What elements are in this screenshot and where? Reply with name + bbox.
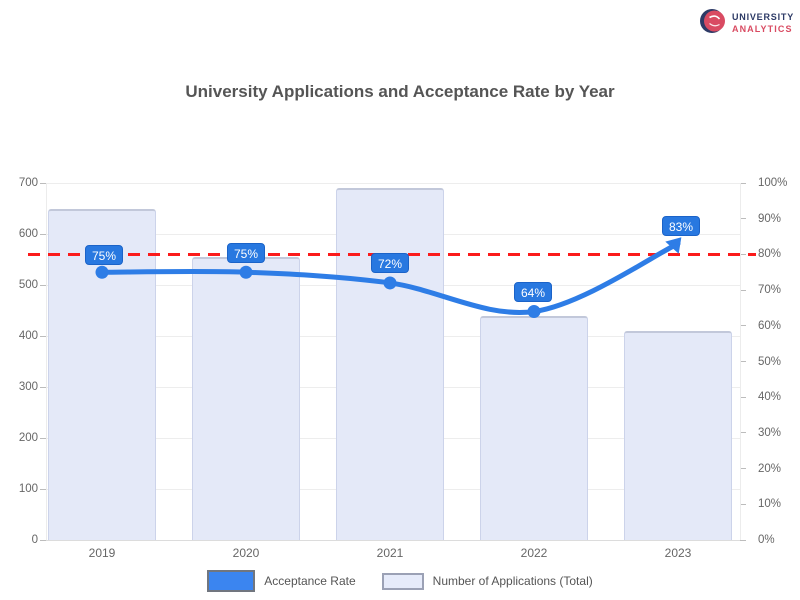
y-axis-label-right: 50% xyxy=(758,355,782,368)
y-axis-label-left: 0 xyxy=(31,534,38,546)
y-axis-label-right: 40% xyxy=(758,391,782,404)
axis-tick xyxy=(40,539,46,541)
axis-tick xyxy=(40,284,46,286)
data-label-bubble: 64% xyxy=(514,281,552,302)
y-axis-label-right: 10% xyxy=(758,498,782,511)
data-label-bubble: 75% xyxy=(85,245,123,266)
legend-label: Number of Applications (Total) xyxy=(432,574,593,588)
y-axis-label-right: 80% xyxy=(758,248,782,261)
data-label-bubble: 83% xyxy=(662,215,700,236)
y-axis-label-right: 70% xyxy=(758,284,782,297)
legend: Acceptance Rate Number of Applications (… xyxy=(0,570,800,592)
axis-tick xyxy=(740,218,746,220)
legend-label: Acceptance Rate xyxy=(264,574,356,588)
y-axis-label-left: 200 xyxy=(18,432,38,444)
y-axis-label-left: 400 xyxy=(18,330,38,342)
category-label: 2022 xyxy=(520,546,548,560)
y-axis-label-right: 20% xyxy=(758,462,782,475)
axis-tick xyxy=(740,468,746,470)
axis-tick xyxy=(40,335,46,337)
y-axis-label-right: 30% xyxy=(758,426,782,439)
axis-tick xyxy=(40,386,46,388)
y-axis-label-right: 0% xyxy=(758,534,775,546)
axis-tick xyxy=(40,437,46,439)
category-label: 2023 xyxy=(664,546,692,560)
data-label-bubble: 75% xyxy=(227,243,265,264)
data-label-bubble: 72% xyxy=(371,252,409,273)
category-label: 2021 xyxy=(376,546,404,560)
chart-title: University Applications and Acceptance R… xyxy=(185,82,615,101)
legend-swatch-line xyxy=(207,570,256,592)
axis-tick xyxy=(740,396,746,398)
bar[interactable] xyxy=(336,188,444,540)
axis-tick xyxy=(40,182,46,184)
bar[interactable] xyxy=(480,315,588,540)
axis-tick xyxy=(40,233,46,235)
category-label: 2020 xyxy=(232,546,260,560)
axis-tick xyxy=(740,182,746,184)
axis-tick xyxy=(740,539,746,541)
axis-tick xyxy=(740,361,746,362)
y-axis-label-right: 90% xyxy=(758,212,782,225)
y-axis-label-left: 600 xyxy=(18,228,38,240)
bar[interactable] xyxy=(624,330,732,540)
category-label: 2019 xyxy=(88,546,116,560)
y-axis-label-right: 60% xyxy=(758,319,782,332)
gridline xyxy=(46,539,740,541)
brand-logo: UNIVERSITY ANALYTICS xyxy=(699,8,794,39)
brand-name-line2: ANALYTICS xyxy=(731,23,793,34)
y-axis-label-left: 300 xyxy=(18,381,38,393)
axis-tick xyxy=(740,325,746,327)
bar[interactable] xyxy=(192,256,300,540)
axis-tick xyxy=(740,432,746,434)
y-axis-label-right: 100% xyxy=(758,177,788,189)
y-axis-label-left: 500 xyxy=(18,279,38,291)
globe-icon xyxy=(699,8,726,39)
axis-line-left xyxy=(45,183,47,540)
axis-tick xyxy=(740,503,746,505)
legend-item-acceptance-rate[interactable]: Acceptance Rate xyxy=(207,570,356,592)
axis-tick xyxy=(740,289,746,291)
y-axis-label-left: 100 xyxy=(18,483,38,495)
legend-item-applications[interactable]: Number of Applications (Total) xyxy=(381,572,593,590)
axis-tick xyxy=(40,488,46,490)
y-axis-label-left: 700 xyxy=(18,177,38,189)
legend-swatch-bar xyxy=(381,572,424,590)
gridline xyxy=(46,182,740,184)
brand-name-line1: UNIVERSITY xyxy=(731,12,794,23)
axis-line-right xyxy=(740,183,741,540)
